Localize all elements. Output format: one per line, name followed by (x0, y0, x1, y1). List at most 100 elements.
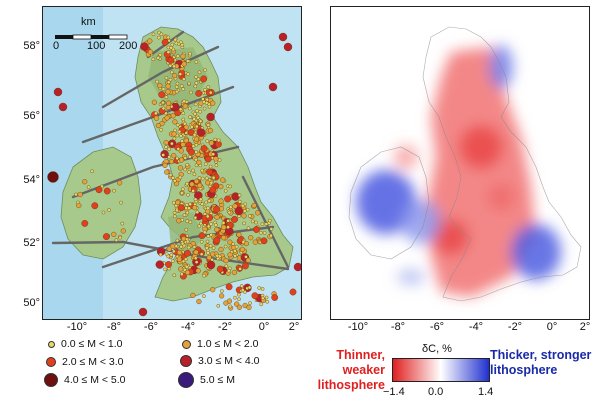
earthquake-marker (155, 260, 165, 269)
earthquake-marker (195, 90, 203, 97)
left-x-tick-2e: 2° (288, 321, 300, 333)
earthquake-marker (172, 72, 178, 79)
earthquake-marker (107, 208, 111, 212)
earthquake-marker (172, 119, 178, 125)
earthquake-marker (220, 177, 226, 183)
earthquake-marker (183, 137, 189, 144)
earthquake-marker (201, 97, 205, 101)
earthquake-marker (192, 117, 196, 121)
colorbar (392, 358, 490, 382)
caption-thicker-line2: lithosphere (490, 363, 558, 377)
earthquake-marker (151, 57, 156, 62)
earthquake-marker (208, 164, 213, 169)
earthquake-marker (168, 173, 173, 177)
earthquake-marker (225, 283, 233, 291)
earthquake-marker (206, 85, 211, 89)
legend-label-m2: 2.0 ≤ M < 3.0 (62, 356, 124, 368)
earthquake-marker (181, 87, 186, 91)
y-tick-54: 54° (23, 174, 40, 186)
earthquake-marker (214, 214, 220, 220)
earthquake-marker (147, 49, 154, 55)
earthquake-marker (216, 138, 221, 143)
caption-thicker: Thicker, stronger lithosphere (490, 348, 598, 378)
earthquake-marker (265, 299, 270, 304)
earthquake-marker (161, 106, 166, 111)
anomaly-red-peak-3 (487, 183, 515, 211)
earthquake-marker (161, 38, 169, 46)
earthquake-marker (254, 220, 258, 225)
earthquake-marker (269, 233, 273, 238)
earthquake-marker (171, 176, 175, 180)
earthquake-marker (232, 203, 238, 209)
earthquake-marker (197, 182, 203, 189)
earthquake-marker (164, 95, 169, 99)
earthquake-marker (242, 221, 246, 226)
anomaly-red-peak-1 (459, 125, 503, 169)
earthquake-marker (172, 136, 177, 141)
earthquake-marker (209, 222, 213, 226)
earthquake-marker (206, 251, 210, 255)
earthquake-marker (199, 239, 204, 244)
earthquake-marker (213, 205, 221, 213)
earthquake-marker (189, 181, 195, 187)
earthquake-marker (278, 32, 288, 42)
earthquake-marker (234, 206, 244, 216)
earthquake-marker (178, 175, 183, 180)
earthquake-marker (176, 218, 182, 224)
earthquake-marker (216, 265, 224, 273)
earthquake-marker (159, 32, 164, 37)
scale-bar-unit: km (81, 16, 96, 28)
earthquake-marker (193, 197, 198, 202)
earthquake-marker (200, 176, 205, 181)
earthquake-marker (165, 83, 171, 89)
earthquake-marker (74, 192, 78, 197)
earthquake-marker (196, 116, 200, 120)
legend-label-m3: 3.0 ≤ M < 4.0 (198, 355, 260, 367)
earthquake-marker (226, 225, 230, 229)
earthquake-marker (182, 213, 187, 217)
earthquake-marker (226, 218, 230, 223)
earthquake-marker (185, 59, 190, 63)
legend-label-m0: 0.0 ≤ M < 1.0 (61, 338, 123, 350)
earthquake-marker (188, 220, 193, 224)
earthquake-marker (185, 162, 190, 167)
earthquake-marker (120, 221, 125, 226)
earthquake-marker (195, 268, 201, 274)
lithosphere-map (330, 6, 590, 320)
earthquake-marker (166, 50, 171, 54)
earthquake-marker (187, 154, 192, 159)
earthquake-marker (233, 295, 237, 300)
earthquake-marker (165, 89, 171, 95)
earthquake-marker (207, 127, 214, 134)
earthquake-marker (271, 294, 279, 301)
anomaly-blue-sw (397, 269, 425, 285)
earthquake-marker (178, 157, 185, 163)
earthquake-marker (157, 30, 161, 35)
earthquake-marker (220, 289, 224, 293)
earthquake-marker (193, 256, 198, 261)
earthquake-marker (182, 103, 188, 109)
earthquake-marker (237, 193, 242, 198)
earthquake-marker (156, 56, 160, 60)
earthquake-marker (226, 268, 231, 273)
earthquake-marker (187, 129, 195, 136)
earthquake-marker (248, 235, 254, 241)
earthquake-marker (223, 258, 229, 264)
earthquake-marker (184, 206, 188, 210)
earthquake-marker (205, 239, 210, 244)
earthquake-marker (196, 77, 201, 81)
earthquake-marker (211, 152, 215, 156)
earthquake-marker (289, 288, 297, 296)
earthquake-marker (204, 200, 208, 205)
earthquake-marker (120, 228, 126, 234)
earthquake-marker (174, 85, 179, 89)
earthquake-marker (175, 208, 179, 213)
earthquake-marker (192, 172, 197, 177)
caption-thinner-line2: lithosphere (317, 378, 385, 392)
coastlines (348, 26, 582, 302)
earthquake-marker (76, 202, 82, 209)
earthquake-marker (242, 209, 247, 213)
earthquake-marker (251, 292, 259, 300)
scale-bar (55, 34, 128, 40)
right-x-tick-0: 0° (546, 321, 558, 333)
